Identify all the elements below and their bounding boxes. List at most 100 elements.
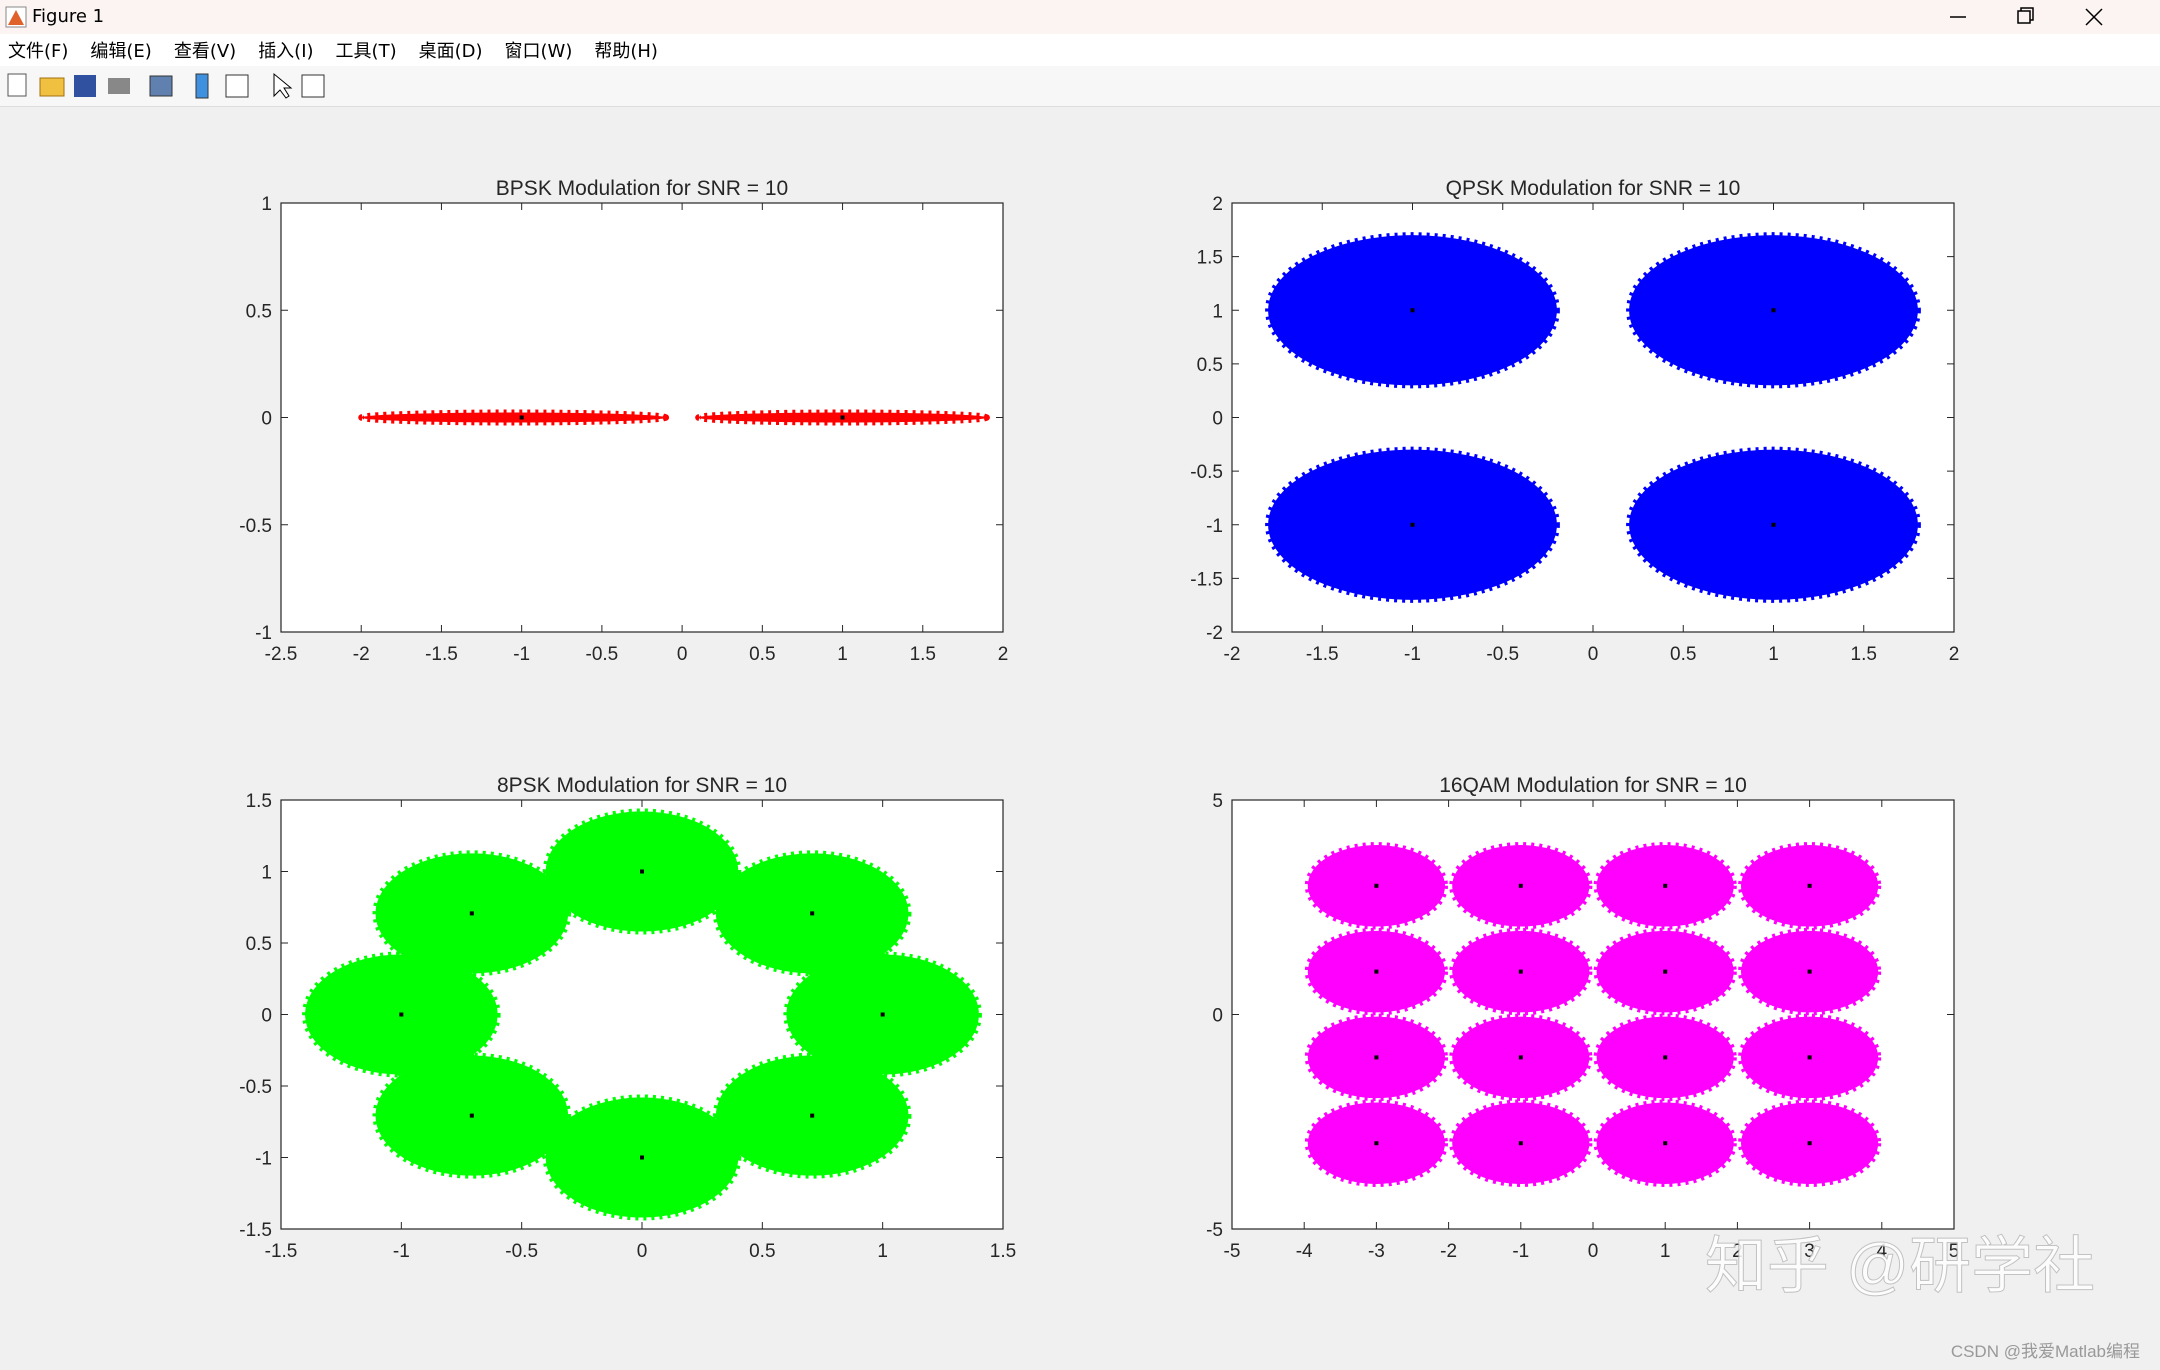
constellation-point <box>1374 1141 1379 1146</box>
constellation-point <box>1518 1055 1523 1060</box>
constellation-point <box>1807 1141 1812 1146</box>
y-tick-label: 0 <box>1212 409 1223 430</box>
constellation-point <box>1663 1055 1668 1060</box>
x-tick-label: -5 <box>1224 1241 1241 1262</box>
constellation-point <box>1807 1055 1812 1060</box>
x-tick-label: 1 <box>877 1241 888 1262</box>
app-icon <box>5 6 27 28</box>
menu-item[interactable]: 窗口(W) <box>504 41 573 62</box>
x-tick-label: 2 <box>1949 644 1960 665</box>
constellation-point <box>1518 883 1523 888</box>
x-tick-label: -0.5 <box>505 1241 538 1262</box>
y-tick-label: -0.5 <box>1190 462 1223 483</box>
constellation-point <box>1807 883 1812 888</box>
pointer-icon[interactable] <box>273 72 293 99</box>
new-icon[interactable] <box>7 73 27 97</box>
constellation-point <box>1374 1055 1379 1060</box>
x-tick-label: -1.5 <box>265 1241 298 1262</box>
y-tick-label: 0 <box>261 1006 272 1027</box>
constellation-point <box>1410 522 1415 527</box>
x-tick-label: 5 <box>1949 1241 1960 1262</box>
menu-item[interactable]: 文件(F) <box>8 41 69 62</box>
constellation-point <box>519 415 524 420</box>
menu-item[interactable]: 插入(I) <box>258 41 314 62</box>
restore[interactable] <box>2017 7 2034 24</box>
y-tick-label: -1 <box>255 623 272 644</box>
constellation-point <box>810 911 815 916</box>
print-icon[interactable] <box>108 78 130 94</box>
chart-title: 8PSK Modulation for SNR = 10 <box>497 774 787 797</box>
x-tick-label: 0 <box>637 1241 648 1262</box>
title-bar: Figure 1 <box>0 0 2160 34</box>
figure: -2.5 -2 -1.5 -1 -0.5 0 0.5 1 1.5 2 -1 -0.5 0 0.5 1 BPSK… <box>239 177 2140 1361</box>
x-tick-label: -1 <box>1404 644 1421 665</box>
toolbar <box>0 66 2160 107</box>
y-tick-label: -5 <box>1206 1220 1223 1241</box>
y-tick-label: 5 <box>1212 791 1223 812</box>
constellation-point <box>1663 1141 1668 1146</box>
constellation-point <box>399 1012 404 1017</box>
y-tick-label: 2 <box>1212 194 1223 215</box>
x-tick-label: 2 <box>998 644 1009 665</box>
constellation-point <box>1771 308 1776 313</box>
menu-item[interactable]: 编辑(E) <box>90 41 152 62</box>
x-tick-label: -2 <box>353 644 370 665</box>
legend-icon[interactable] <box>225 74 249 98</box>
x-tick-label: -0.5 <box>1486 644 1519 665</box>
menu-item[interactable]: 帮助(H) <box>594 41 658 62</box>
y-tick-label: -1.5 <box>1190 569 1223 590</box>
y-tick-label: -1.5 <box>239 1220 272 1241</box>
x-tick-label: 2 <box>1732 1241 1743 1262</box>
y-tick-label: -2 <box>1206 623 1223 644</box>
x-tick-label: -1.5 <box>425 644 458 665</box>
credit: CSDN @我爱Matlab编程 <box>1951 1342 2140 1361</box>
y-tick-label: 1 <box>261 194 272 215</box>
x-tick-label: 0.5 <box>1670 644 1696 665</box>
y-tick-label: 0.5 <box>1197 355 1223 376</box>
constellation-point <box>1663 883 1668 888</box>
x-tick-label: 1.5 <box>1851 644 1877 665</box>
property-icon[interactable] <box>301 74 325 98</box>
save-icon[interactable] <box>74 75 96 97</box>
menu-item[interactable]: 桌面(D) <box>418 41 483 62</box>
y-tick-label: 0.5 <box>246 934 272 955</box>
x-tick-label: 4 <box>1877 1241 1888 1262</box>
x-tick-label: 0 <box>1588 1241 1599 1262</box>
constellation-point <box>880 1012 885 1017</box>
x-tick-label: -1 <box>1512 1241 1529 1262</box>
constellation-point <box>1374 969 1379 974</box>
y-tick-label: 0.5 <box>246 301 272 322</box>
constellation-point <box>1518 1141 1523 1146</box>
constellation-point <box>469 1113 474 1118</box>
y-tick-label: 1 <box>1212 301 1223 322</box>
constellation-point <box>810 1113 815 1118</box>
x-tick-label: -2 <box>1224 644 1241 665</box>
x-tick-label: 0 <box>677 644 688 665</box>
link-icon[interactable] <box>149 75 173 97</box>
x-tick-label: 1.5 <box>990 1241 1016 1262</box>
y-tick-label: 1.5 <box>1197 248 1223 269</box>
constellation-point <box>640 869 644 874</box>
y-tick-label: -1 <box>255 1149 272 1170</box>
menu-item[interactable]: 查看(V) <box>173 41 237 62</box>
menu-item[interactable]: 工具(T) <box>335 41 397 62</box>
close[interactable] <box>2085 8 2103 26</box>
chart-title: 16QAM Modulation for SNR = 10 <box>1439 774 1747 797</box>
constellation-point <box>1410 308 1415 313</box>
menu-bar: 文件(F) 编辑(E) 查看(V) 插入(I) 工具(T) 桌面(D) 窗口(W) 帮助(H) <box>0 34 2160 66</box>
open-icon[interactable] <box>39 77 65 97</box>
y-tick-label: 0 <box>1212 1006 1223 1027</box>
toolbar-icons[interactable] <box>0 66 340 106</box>
constellation-point <box>1771 522 1776 527</box>
x-tick-label: 1 <box>1768 644 1779 665</box>
x-tick-label: -1 <box>513 644 530 665</box>
constellation-point <box>1374 883 1379 888</box>
x-tick-label: -4 <box>1296 1241 1313 1262</box>
colorbar-icon[interactable] <box>195 73 209 99</box>
constellation-point <box>840 415 845 420</box>
x-tick-label: -3 <box>1368 1241 1385 1262</box>
window-controls[interactable] <box>1930 0 2160 34</box>
constellation-point <box>640 1155 644 1160</box>
x-tick-label: -0.5 <box>586 644 619 665</box>
